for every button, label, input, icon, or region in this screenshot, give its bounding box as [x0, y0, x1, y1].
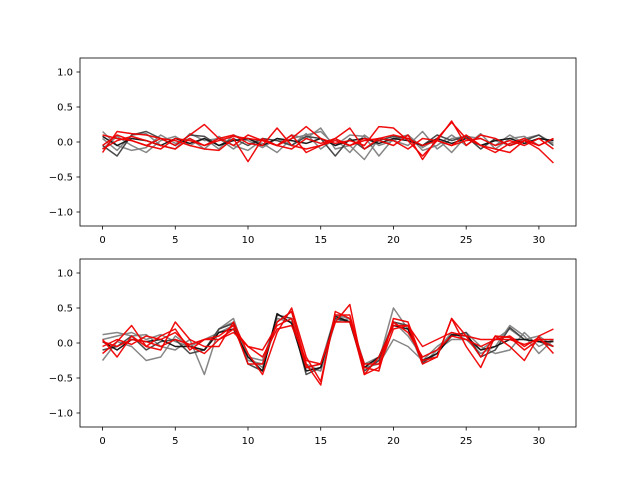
x-tick-label: 25	[460, 436, 473, 447]
y-tick-label: −1.0	[49, 208, 73, 219]
x-tick-label: 10	[242, 436, 255, 447]
x-tick-label: 10	[242, 235, 255, 246]
y-tick-label: 0.0	[57, 138, 73, 149]
x-tick-label: 20	[387, 235, 400, 246]
x-tick-label: 15	[314, 436, 327, 447]
axes-1: 0 5 10 15 20 25 30 −1.0 −0.5 0.0 0.5 1.0	[49, 57, 577, 246]
y-tick-label: 1.0	[57, 68, 73, 79]
x-tick-label: 5	[172, 436, 178, 447]
y-tick-label: 1.0	[57, 269, 73, 280]
y-tick-label: 0.5	[57, 304, 73, 315]
plot-area-1	[101, 120, 554, 164]
series-line-8	[102, 121, 554, 164]
x-tick-label: 0	[99, 436, 105, 447]
x-tick-label: 30	[533, 436, 546, 447]
y-tick-label: −0.5	[49, 374, 73, 385]
y-tick-label: −1.0	[49, 409, 73, 420]
x-tick-label: 30	[533, 235, 546, 246]
series-line-7	[101, 310, 554, 386]
y-tick-label: −0.5	[49, 173, 73, 184]
x-tick-label: 15	[314, 235, 327, 246]
y-tick-label: 0.0	[57, 339, 73, 350]
x-tick-label: 0	[99, 235, 105, 246]
series-line-9	[102, 135, 554, 150]
series-line-6	[101, 120, 554, 153]
plot-area-2	[101, 303, 555, 386]
axes-2: 0 5 10 15 20 25 30 −1.0 −0.5 0.0 0.5 1.0	[49, 258, 577, 447]
x-tick-label: 5	[172, 235, 178, 246]
y-tick-label: 0.5	[57, 103, 73, 114]
series-line-9	[102, 321, 554, 365]
x-tick-label: 20	[387, 436, 400, 447]
x-tick-label: 25	[460, 235, 473, 246]
